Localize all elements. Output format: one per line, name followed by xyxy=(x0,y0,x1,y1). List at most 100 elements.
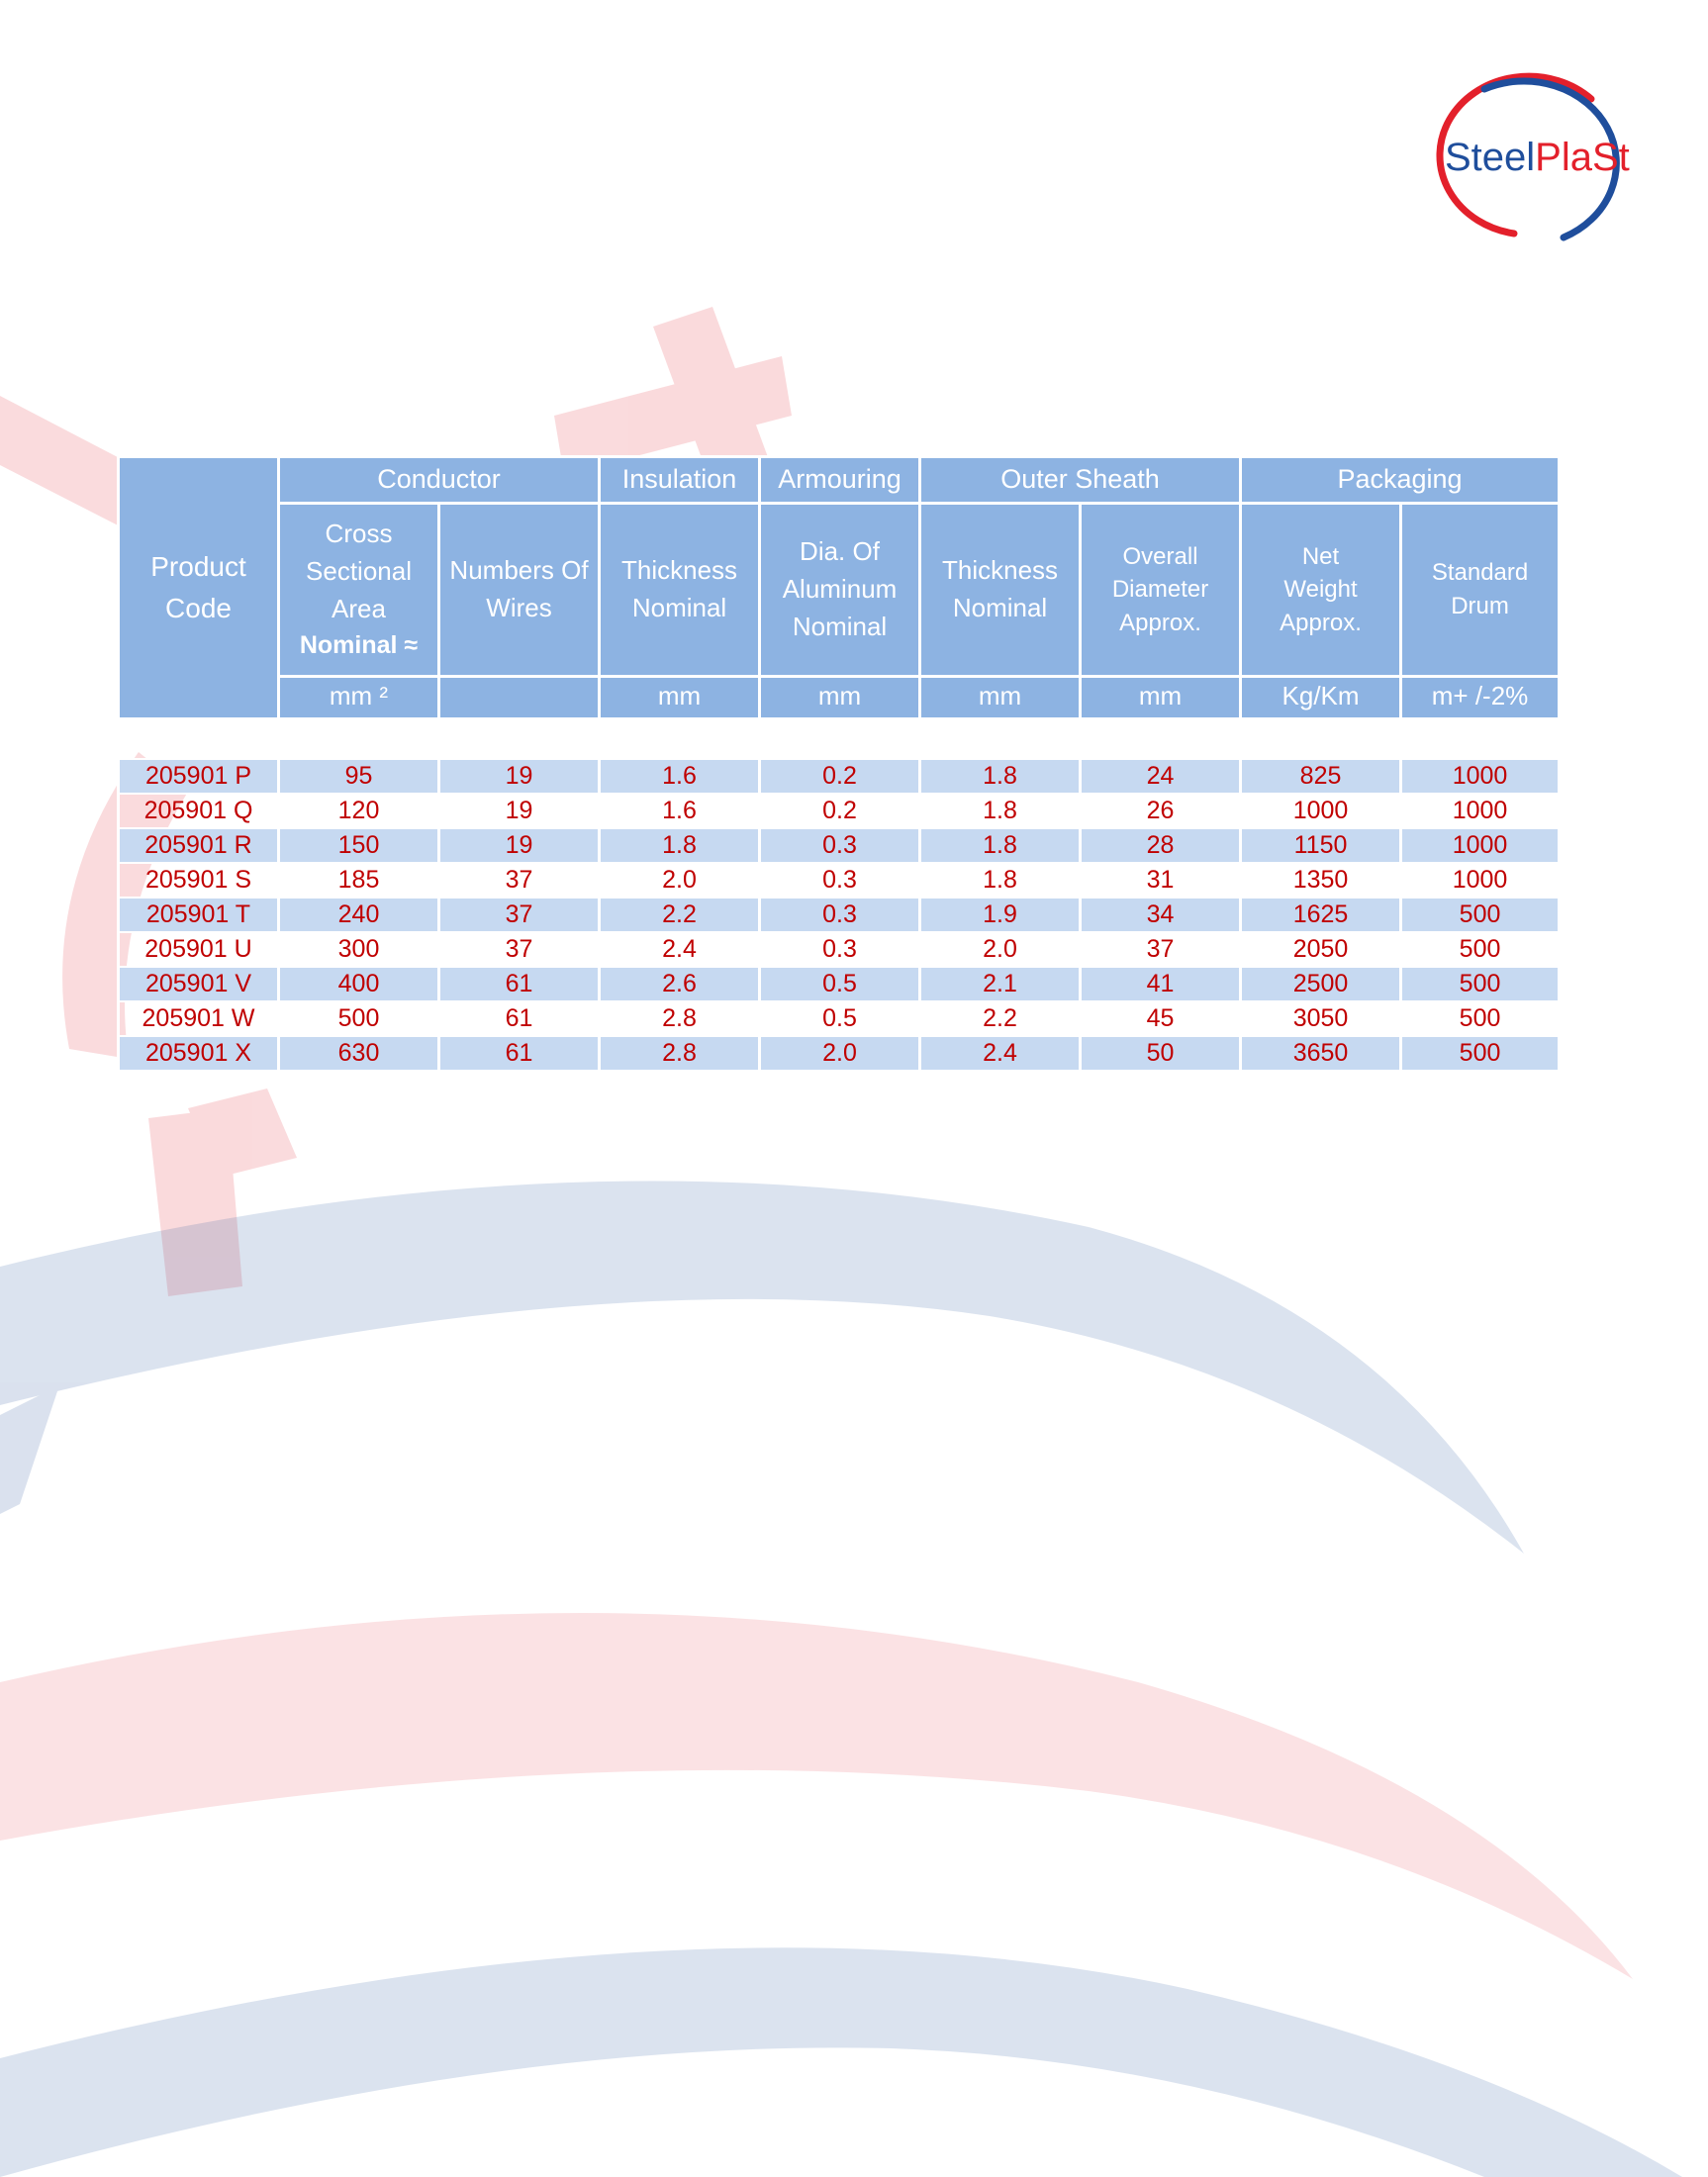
cell-armouring: 0.3 xyxy=(758,896,922,933)
cell-armouring: 0.5 xyxy=(758,965,922,1002)
unit-area: mm ² xyxy=(277,675,440,720)
cell-weight: 1350 xyxy=(1239,862,1403,898)
group-packaging: Packaging xyxy=(1239,455,1562,505)
cable-spec-table: Product Code Conductor Insulation Armour… xyxy=(117,455,1562,1072)
cell-wires: 37 xyxy=(436,896,602,933)
cell-diameter: 50 xyxy=(1079,1034,1243,1072)
cell-insulation: 2.6 xyxy=(598,965,762,1002)
cell-drum: 500 xyxy=(1399,931,1562,967)
cell-drum: 500 xyxy=(1399,1034,1562,1072)
cell-diameter: 26 xyxy=(1079,793,1243,828)
cell-drum: 1000 xyxy=(1399,826,1562,864)
cell-product-code: 205901 P xyxy=(117,757,280,795)
cell-weight: 2050 xyxy=(1239,931,1403,967)
unit-sheath: mm xyxy=(918,675,1083,720)
cell-diameter: 34 xyxy=(1079,896,1243,933)
cell-product-code: 205901 Q xyxy=(117,793,280,828)
table-row: 205901 Q 120 19 1.6 0.2 1.8 26 1000 1000 xyxy=(117,793,1562,828)
cell-wires: 61 xyxy=(436,965,602,1002)
group-conductor: Conductor xyxy=(276,455,602,505)
cell-weight: 825 xyxy=(1239,757,1403,795)
cell-diameter: 31 xyxy=(1079,862,1243,898)
cell-area: 120 xyxy=(277,793,440,828)
cell-sheath: 2.1 xyxy=(918,965,1083,1002)
product-code-header: Product Code xyxy=(117,455,280,720)
cell-product-code: 205901 W xyxy=(117,1000,280,1036)
unit-wires-empty xyxy=(436,675,602,720)
cell-area: 240 xyxy=(277,896,440,933)
cell-armouring: 0.3 xyxy=(758,826,922,864)
col-standard-drum: Standard Drum xyxy=(1399,502,1562,678)
unit-diameter: mm xyxy=(1079,675,1243,720)
col-insulation-thickness: Thickness Nominal xyxy=(598,502,762,678)
cell-sheath: 1.9 xyxy=(918,896,1083,933)
cell-product-code: 205901 T xyxy=(117,896,280,933)
cell-diameter: 41 xyxy=(1079,965,1243,1002)
group-armouring: Armouring xyxy=(758,455,922,505)
table-row: 205901 X 630 61 2.8 2.0 2.4 50 3650 500 xyxy=(117,1034,1562,1072)
cell-drum: 500 xyxy=(1399,965,1562,1002)
cell-drum: 500 xyxy=(1399,1000,1562,1036)
cell-sheath: 1.8 xyxy=(918,826,1083,864)
cell-insulation: 2.8 xyxy=(598,1034,762,1072)
cell-wires: 19 xyxy=(436,793,602,828)
cell-sheath: 2.2 xyxy=(918,1000,1083,1036)
cell-diameter: 24 xyxy=(1079,757,1243,795)
table-row: 205901 U 300 37 2.4 0.3 2.0 37 2050 500 xyxy=(117,931,1562,967)
cell-sheath: 1.8 xyxy=(918,793,1083,828)
table-row: 205901 W 500 61 2.8 0.5 2.2 45 3050 500 xyxy=(117,1000,1562,1036)
cell-wires: 61 xyxy=(436,1000,602,1036)
cell-weight: 1150 xyxy=(1239,826,1403,864)
cell-drum: 500 xyxy=(1399,896,1562,933)
cell-insulation: 2.8 xyxy=(598,1000,762,1036)
svg-text:SteelPlaSt: SteelPlaSt xyxy=(1445,136,1630,179)
unit-armouring: mm xyxy=(758,675,922,720)
cell-area: 400 xyxy=(277,965,440,1002)
cell-insulation: 2.4 xyxy=(598,931,762,967)
cell-weight: 1625 xyxy=(1239,896,1403,933)
cell-sheath: 1.8 xyxy=(918,862,1083,898)
cell-weight: 3050 xyxy=(1239,1000,1403,1036)
cross-sectional-area-label: Cross Sectional Area xyxy=(306,519,412,623)
cell-diameter: 28 xyxy=(1079,826,1243,864)
cell-armouring: 0.3 xyxy=(758,862,922,898)
cell-diameter: 45 xyxy=(1079,1000,1243,1036)
cell-sheath: 2.0 xyxy=(918,931,1083,967)
cell-wires: 19 xyxy=(436,826,602,864)
cell-area: 95 xyxy=(277,757,440,795)
cell-insulation: 1.8 xyxy=(598,826,762,864)
cell-armouring: 0.3 xyxy=(758,931,922,967)
group-insulation: Insulation xyxy=(598,455,762,505)
cell-product-code: 205901 R xyxy=(117,826,280,864)
cell-drum: 1000 xyxy=(1399,862,1562,898)
unit-drum: m+ /-2% xyxy=(1399,675,1562,720)
cell-weight: 3650 xyxy=(1239,1034,1403,1072)
cell-product-code: 205901 X xyxy=(117,1034,280,1072)
cell-drum: 1000 xyxy=(1399,757,1562,795)
cell-insulation: 1.6 xyxy=(598,757,762,795)
cell-area: 150 xyxy=(277,826,440,864)
unit-weight: Kg/Km xyxy=(1239,675,1403,720)
cell-sheath: 2.4 xyxy=(918,1034,1083,1072)
col-net-weight: Net Weight Approx. xyxy=(1239,502,1403,678)
cell-diameter: 37 xyxy=(1079,931,1243,967)
cell-drum: 1000 xyxy=(1399,793,1562,828)
unit-insulation: mm xyxy=(598,675,762,720)
table-row: 205901 S 185 37 2.0 0.3 1.8 31 1350 1000 xyxy=(117,862,1562,898)
col-sheath-thickness: Thickness Nominal xyxy=(918,502,1083,678)
cell-area: 185 xyxy=(277,862,440,898)
cell-weight: 2500 xyxy=(1239,965,1403,1002)
cell-wires: 37 xyxy=(436,862,602,898)
cell-insulation: 2.0 xyxy=(598,862,762,898)
cell-wires: 61 xyxy=(436,1034,602,1072)
logo-text-steel: Steel xyxy=(1445,136,1535,179)
col-numbers-of-wires: Numbers Of Wires xyxy=(436,502,602,678)
cell-armouring: 0.2 xyxy=(758,757,922,795)
cell-weight: 1000 xyxy=(1239,793,1403,828)
cell-sheath: 1.8 xyxy=(918,757,1083,795)
table-row: 205901 V 400 61 2.6 0.5 2.1 41 2500 500 xyxy=(117,965,1562,1002)
cell-wires: 19 xyxy=(436,757,602,795)
table-row: 205901 P 95 19 1.6 0.2 1.8 24 825 1000 xyxy=(117,757,1562,795)
cell-armouring: 0.5 xyxy=(758,1000,922,1036)
